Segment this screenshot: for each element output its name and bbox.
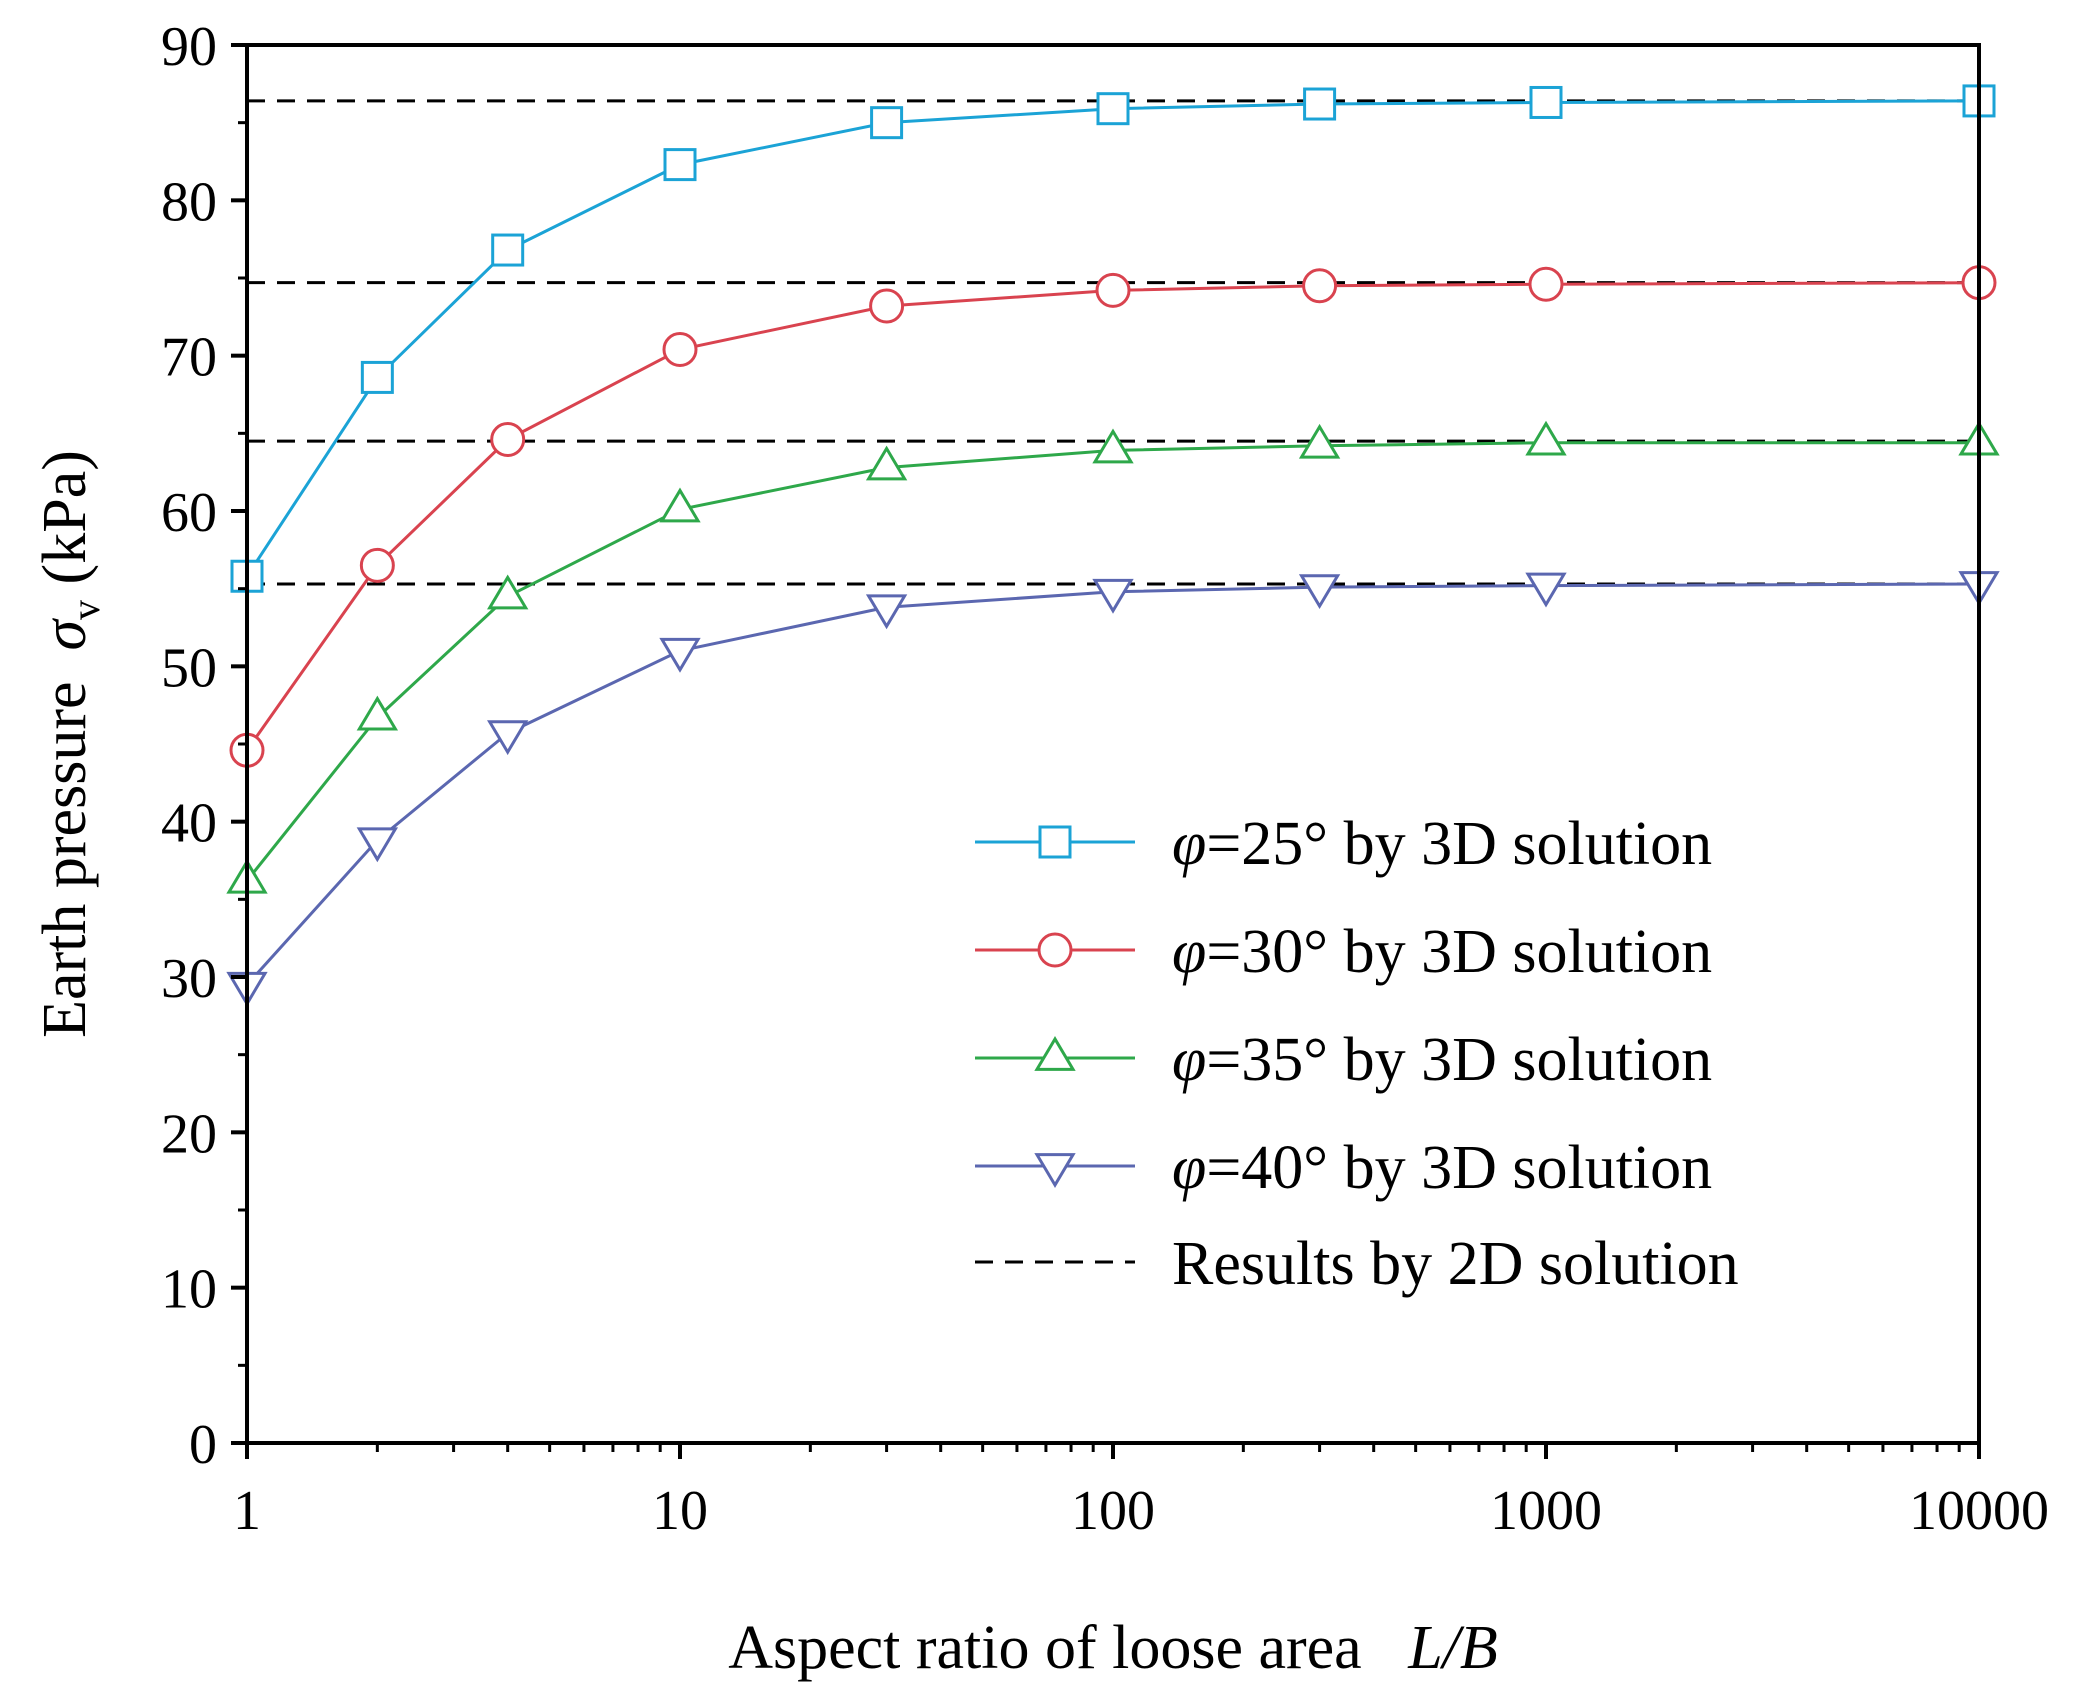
data-point <box>1095 272 1131 308</box>
y-tick-label: 20 <box>161 1103 217 1165</box>
legend-label: φ=35° by 3D solution <box>1172 1026 1712 1094</box>
data-point <box>1525 420 1567 456</box>
legend-label-text: =25° by 3D solution <box>1206 810 1712 878</box>
legend-item-3: φ=35° by 3D solution <box>975 1026 1712 1094</box>
data-point <box>356 827 399 863</box>
data-point <box>490 422 526 458</box>
legend-item-1: φ=25° by 3D solution <box>975 810 1712 878</box>
data-point <box>662 331 698 367</box>
legend-label: φ=25° by 3D solution <box>1172 810 1712 878</box>
legend-label-phi: φ <box>1172 810 1206 878</box>
x-tick-label: 100 <box>1071 1480 1155 1542</box>
legend-label-phi: φ <box>1172 918 1206 986</box>
legend-marker <box>1037 932 1073 968</box>
y-tick-label: 0 <box>189 1414 217 1476</box>
y-tick-label: 40 <box>161 793 217 855</box>
series-2 <box>229 265 1997 768</box>
legend-label: Results by 2D solution <box>1172 1230 1739 1298</box>
y-tick-label: 30 <box>161 948 217 1010</box>
y-axis-title: Earth pressure σv (kPa) <box>31 450 108 1038</box>
y-tick-label: 90 <box>161 16 217 78</box>
data-point <box>1528 266 1564 302</box>
legend-label-phi: φ <box>1172 1134 1206 1202</box>
data-point <box>359 547 395 583</box>
data-point <box>663 148 697 182</box>
data-point <box>487 574 529 610</box>
series-layer <box>226 84 2000 1007</box>
legend-label-text: =35° by 3D solution <box>1206 1026 1712 1094</box>
series-4 <box>226 571 2000 1007</box>
y-tick-label: 70 <box>161 327 217 389</box>
legend-marker <box>1038 825 1072 859</box>
y-tick-label: 60 <box>161 482 217 544</box>
data-point <box>659 637 701 673</box>
data-point <box>870 106 904 140</box>
series-3 <box>226 420 2000 894</box>
y-tick-label: 10 <box>161 1259 217 1321</box>
x-axis-title-variable: L/B <box>1407 1614 1498 1682</box>
data-point <box>1092 428 1134 464</box>
data-point <box>869 288 905 324</box>
data-point <box>1096 92 1130 126</box>
legend-item-reference: Results by 2D solution <box>975 1230 1739 1298</box>
series-1 <box>230 84 1996 593</box>
legend-label-text: =30° by 3D solution <box>1206 918 1712 986</box>
data-point <box>865 445 908 481</box>
legend-label-phi: φ <box>1172 1026 1206 1094</box>
y-axis-title-unit: (kPa) <box>31 450 99 600</box>
legend-item-2: φ=30° by 3D solution <box>975 918 1712 986</box>
data-point <box>487 720 529 756</box>
x-axis-title: Aspect ratio of loose area L/B <box>728 1614 1498 1682</box>
y-axis-title-variable: σ <box>31 618 99 651</box>
data-point <box>491 233 525 267</box>
legend-item-4: φ=40° by 3D solution <box>975 1134 1712 1202</box>
legend-label: φ=30° by 3D solution <box>1172 918 1712 986</box>
data-point <box>1298 574 1341 610</box>
data-point <box>356 695 399 731</box>
legend-marker <box>1034 1153 1076 1188</box>
x-tick-label: 1000 <box>1490 1480 1602 1542</box>
y-tick-label: 80 <box>161 171 217 233</box>
y-tick-label: 50 <box>161 637 217 699</box>
data-point <box>1303 87 1337 121</box>
x-tick-label: 10 <box>652 1480 708 1542</box>
data-point <box>1298 423 1341 459</box>
y-axis-title-text: Earth pressure <box>31 651 99 1038</box>
data-point <box>1525 572 1567 608</box>
data-point <box>1302 268 1338 304</box>
data-point <box>360 360 394 394</box>
legend-label: φ=40° by 3D solution <box>1172 1134 1712 1202</box>
data-point <box>1529 85 1563 119</box>
y-axis-title-subscript: v <box>63 600 108 620</box>
data-point <box>659 487 701 523</box>
legend-label-text: =40° by 3D solution <box>1206 1134 1712 1202</box>
x-axis-title-text: Aspect ratio of loose area <box>728 1614 1408 1682</box>
x-tick-label: 10000 <box>1909 1480 2049 1542</box>
x-tick-label: 1 <box>233 1480 261 1542</box>
data-point <box>865 594 908 630</box>
axes: 0 10 20 30 40 50 60 70 80 90 1 10 100 1000 10000 Aspect… <box>31 16 2049 1682</box>
data-point <box>1092 578 1134 614</box>
legend-marker <box>1034 1036 1076 1071</box>
